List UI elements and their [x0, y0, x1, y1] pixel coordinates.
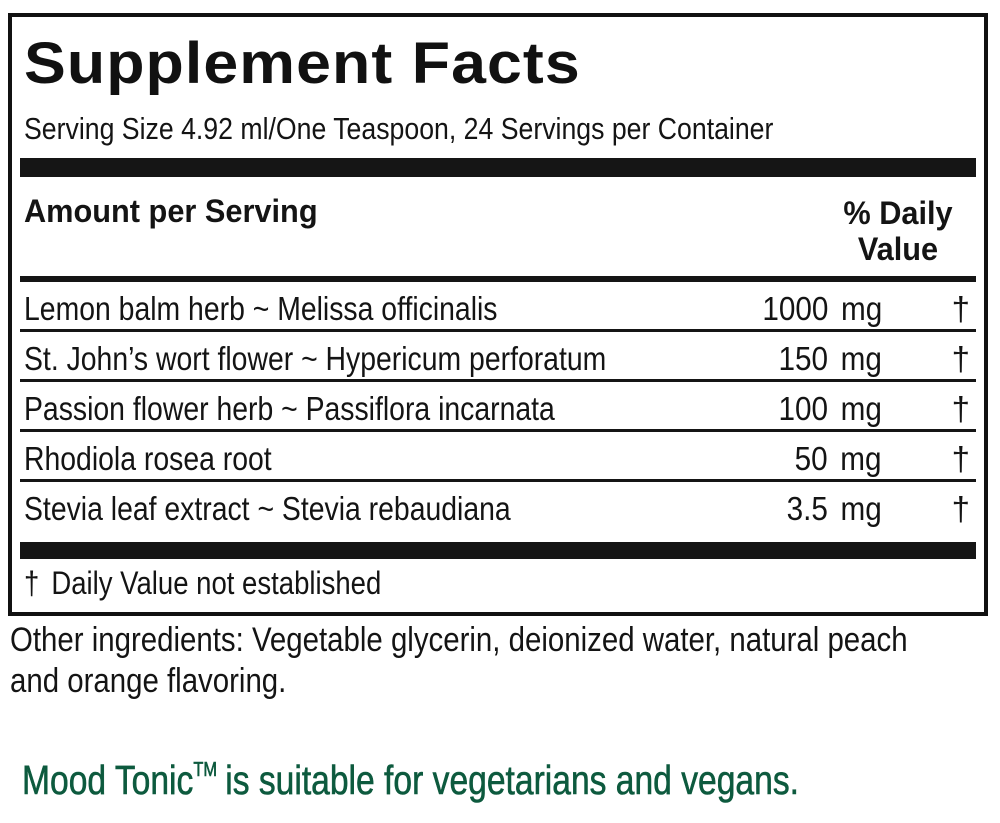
- table-row: St. John’s wort flower ~ Hypericum perfo…: [20, 332, 976, 382]
- ingredient-name: St. John’s wort flower ~ Hypericum perfo…: [24, 340, 607, 377]
- amount-unit: mg: [840, 440, 882, 477]
- ingredient-amount: 1000 mg: [762, 292, 882, 325]
- ingredient-name: Lemon balm herb ~ Melissa officinalis: [24, 290, 498, 327]
- ingredient-name: Rhodiola rosea root: [24, 440, 272, 477]
- trademark-symbol: TM: [193, 759, 218, 781]
- footnote-text: Daily Value not established: [51, 565, 382, 601]
- amount-unit: mg: [840, 290, 882, 327]
- footnote: † Daily Value not established: [24, 567, 381, 599]
- vegan-statement: Mood TonicTM is suitable for vegetarians …: [22, 757, 799, 803]
- amount-unit: mg: [840, 390, 882, 427]
- daily-value-dagger: †: [951, 440, 970, 477]
- ingredient-name: Passion flower herb ~ Passiflora incarna…: [24, 390, 555, 427]
- amount-per-serving-header: Amount per Serving: [24, 193, 318, 229]
- vegan-text: is suitable for vegetarians and vegans.: [225, 757, 799, 803]
- product-name: Mood Tonic: [22, 757, 194, 803]
- daily-value-header-line1: % Daily: [843, 195, 953, 231]
- amount-unit: mg: [840, 340, 882, 377]
- other-ingredients: Other ingredients: Vegetable glycerin, d…: [10, 621, 908, 700]
- dagger-symbol: †: [24, 565, 40, 601]
- ingredient-amount: 50 mg: [795, 442, 882, 475]
- ingredient-amount: 100 mg: [779, 392, 882, 425]
- ingredient-amount: 150 mg: [779, 342, 882, 375]
- supplement-facts-panel: Supplement Facts Serving Size 4.92 ml/On…: [8, 13, 988, 616]
- amount-value: 100: [778, 390, 829, 427]
- serving-size: Serving Size 4.92 ml/One Teaspoon, 24 Se…: [24, 111, 774, 146]
- amount-value: 150: [778, 340, 829, 377]
- thick-divider-bottom: [20, 542, 976, 559]
- daily-value-dagger: †: [951, 490, 970, 527]
- amount-unit: mg: [840, 490, 882, 527]
- amount-value: 3.5: [786, 490, 829, 527]
- panel-title: Supplement Facts: [24, 31, 581, 96]
- amount-value: 50: [795, 440, 829, 477]
- thick-divider: [20, 158, 976, 177]
- amount-value: 1000: [762, 290, 829, 327]
- table-row: Rhodiola rosea root 50 mg †: [20, 432, 976, 482]
- daily-value-header-line2: Value: [857, 231, 939, 267]
- ingredient-amount: 3.5 mg: [787, 492, 882, 525]
- daily-value-dagger: †: [951, 290, 970, 327]
- ingredient-table: Lemon balm herb ~ Melissa officinalis 10…: [20, 282, 976, 532]
- daily-value-dagger: †: [951, 340, 970, 377]
- table-row: Lemon balm herb ~ Melissa officinalis 10…: [20, 282, 976, 332]
- ingredient-name: Stevia leaf extract ~ Stevia rebaudiana: [24, 490, 511, 527]
- table-row: Stevia leaf extract ~ Stevia rebaudiana …: [20, 482, 976, 532]
- medium-divider: [20, 276, 976, 282]
- daily-value-dagger: †: [951, 390, 970, 427]
- daily-value-header: % Daily Value: [826, 195, 970, 267]
- table-row: Passion flower herb ~ Passiflora incarna…: [20, 382, 976, 432]
